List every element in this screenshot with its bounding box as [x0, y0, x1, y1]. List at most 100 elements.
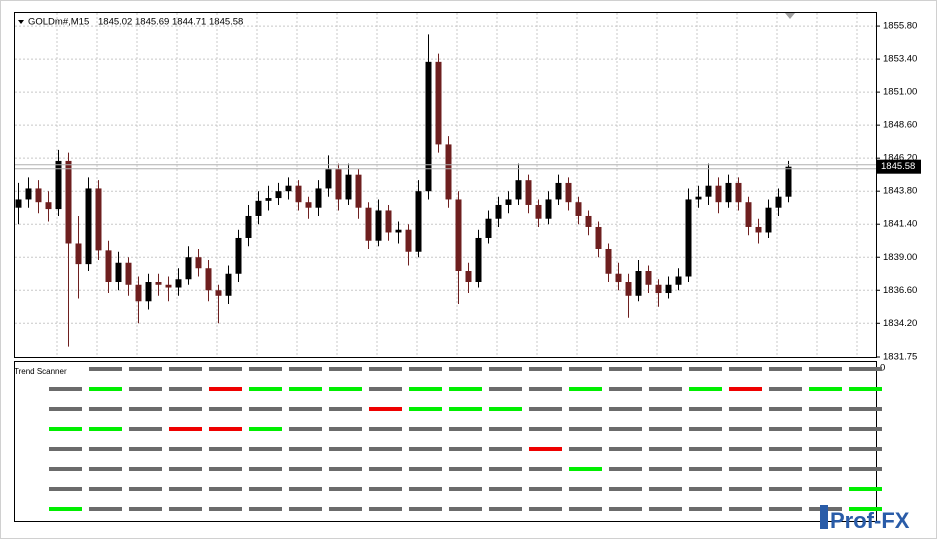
trend-dash	[369, 407, 402, 411]
trend-dash	[809, 447, 842, 451]
candle-body	[345, 174, 352, 200]
candle-body	[485, 218, 492, 238]
main-pane	[14, 12, 877, 358]
trend-dash	[129, 387, 162, 391]
trend-dash	[529, 447, 562, 451]
candle-body	[475, 237, 482, 283]
trend-dash	[689, 387, 722, 391]
trend-dash	[569, 367, 602, 371]
trend-dash	[769, 387, 802, 391]
trend-dash	[329, 387, 362, 391]
trend-dash	[89, 367, 122, 371]
y-tick-label: 1831.75	[883, 352, 917, 363]
trend-dash	[649, 507, 682, 511]
candle-body	[715, 185, 722, 203]
candle-body	[565, 182, 572, 203]
trend-dash	[609, 407, 642, 411]
logo: Prof-FX	[820, 505, 910, 533]
trend-dash	[609, 467, 642, 471]
candle-body	[325, 169, 332, 189]
ohlc-value: 1845.02	[98, 17, 132, 28]
candle-body	[285, 185, 292, 192]
trend-dash	[729, 467, 762, 471]
trend-dash	[729, 427, 762, 431]
trend-dash	[489, 507, 522, 511]
trend-dash	[249, 507, 282, 511]
trend-dash	[689, 507, 722, 511]
candle-body	[555, 182, 562, 200]
candle-body	[505, 199, 512, 205]
candle-body	[435, 61, 442, 145]
logo-mark	[820, 505, 828, 529]
y-tick-label: 1841.40	[883, 219, 917, 230]
ohlc-value: 1845.69	[135, 17, 169, 28]
candle-body	[125, 262, 132, 285]
trend-dash	[169, 507, 202, 511]
trend-dash	[249, 427, 282, 431]
trend-dash	[129, 507, 162, 511]
trend-dash	[609, 367, 642, 371]
candle-body	[745, 202, 752, 227]
y-tick-label: 1843.80	[883, 186, 917, 197]
trend-dash	[89, 387, 122, 391]
trend-dash	[769, 487, 802, 491]
trend-dash	[129, 427, 162, 431]
candle-body	[635, 271, 642, 296]
candle-body	[575, 202, 582, 216]
candle-body	[335, 169, 342, 200]
trend-dash	[769, 407, 802, 411]
candle-body	[665, 284, 672, 294]
indicator-title: Trend Scanner	[14, 367, 67, 376]
trend-dash	[49, 447, 82, 451]
trend-dash	[569, 407, 602, 411]
trend-dash	[169, 427, 202, 431]
trend-dash	[769, 427, 802, 431]
trend-dash	[449, 507, 482, 511]
candle-body	[115, 262, 122, 283]
candle-body	[525, 180, 532, 205]
ohlc-value: 1844.71	[172, 17, 206, 28]
trend-dash	[409, 427, 442, 431]
candle-body	[95, 188, 102, 251]
trend-dash	[89, 507, 122, 511]
symbol: GOLDm#,M15	[28, 17, 89, 28]
trend-dash	[129, 487, 162, 491]
trend-dash	[329, 427, 362, 431]
trend-dash	[209, 427, 242, 431]
trend-dash	[609, 387, 642, 391]
trend-dash	[529, 367, 562, 371]
trend-dash	[369, 387, 402, 391]
trend-dash	[449, 447, 482, 451]
candle-body	[675, 276, 682, 285]
trend-dash	[169, 387, 202, 391]
candle-body	[225, 273, 232, 296]
trend-dash	[409, 487, 442, 491]
menu-arrow[interactable]	[18, 20, 24, 24]
candle-body	[105, 250, 112, 283]
trend-dash	[409, 367, 442, 371]
trend-dash	[289, 367, 322, 371]
trend-dash	[409, 407, 442, 411]
candle-body	[145, 282, 152, 302]
trend-dash	[649, 367, 682, 371]
candle-body	[735, 182, 742, 203]
trend-dash	[689, 487, 722, 491]
trend-dash	[649, 487, 682, 491]
trend-dash	[609, 487, 642, 491]
candle-body	[165, 284, 172, 288]
candle-body	[215, 290, 222, 296]
trend-dash	[249, 407, 282, 411]
candle-body	[465, 271, 472, 283]
candle-body	[645, 271, 652, 285]
trend-dash	[569, 507, 602, 511]
trend-dash	[569, 487, 602, 491]
trend-dash	[409, 447, 442, 451]
trend-dash	[289, 427, 322, 431]
candle-body	[265, 198, 272, 201]
candle-body	[605, 248, 612, 274]
trend-dash	[649, 467, 682, 471]
trend-dash	[89, 427, 122, 431]
trend-dash	[449, 487, 482, 491]
trend-dash	[489, 387, 522, 391]
